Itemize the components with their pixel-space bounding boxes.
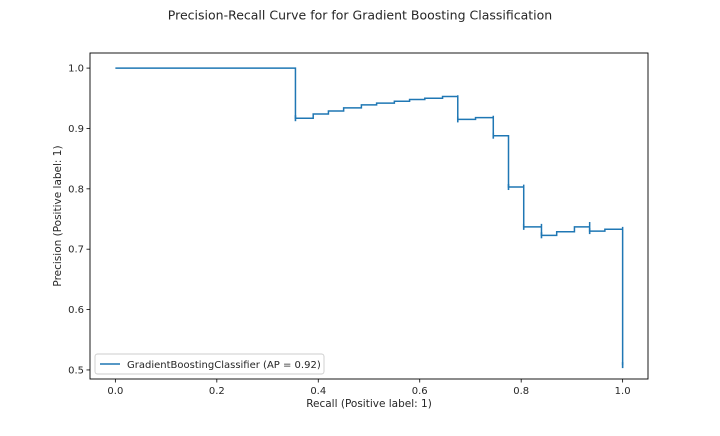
y-tick-label: 0.8 bbox=[68, 184, 84, 195]
y-tick-label: 0.6 bbox=[68, 305, 84, 316]
y-tick-label: 1.0 bbox=[68, 64, 84, 75]
y-tick-label: 0.7 bbox=[68, 245, 84, 256]
x-tick-label: 1.0 bbox=[615, 386, 631, 397]
x-axis-label: Recall (Positive label: 1) bbox=[306, 398, 432, 410]
plot-frame bbox=[89, 52, 649, 380]
y-tick-label: 0.5 bbox=[68, 365, 84, 376]
chart-title: Precision-Recall Curve for for Gradient … bbox=[168, 8, 552, 23]
y-axis: 0.5 0.6 0.7 0.8 0.9 1.0 bbox=[68, 64, 90, 376]
x-tick-label: 0.2 bbox=[209, 386, 225, 397]
x-tick-label: 0.4 bbox=[310, 386, 326, 397]
x-tick-label: 0.0 bbox=[107, 386, 123, 397]
legend: GradientBoostingClassifier (AP = 0.92) bbox=[94, 353, 325, 375]
x-axis: 0.0 0.2 0.4 0.6 0.8 1.0 bbox=[107, 379, 631, 397]
y-tick-label: 0.9 bbox=[68, 124, 84, 135]
legend-box bbox=[94, 353, 325, 375]
x-tick-label: 0.6 bbox=[412, 386, 428, 397]
x-tick-label: 0.8 bbox=[513, 386, 529, 397]
plot-area bbox=[115, 67, 624, 369]
pr-curve-line bbox=[115, 67, 624, 366]
legend-label: GradientBoostingClassifier (AP = 0.92) bbox=[127, 360, 321, 371]
y-axis-label: Precision (Positive label: 1) bbox=[52, 145, 64, 286]
